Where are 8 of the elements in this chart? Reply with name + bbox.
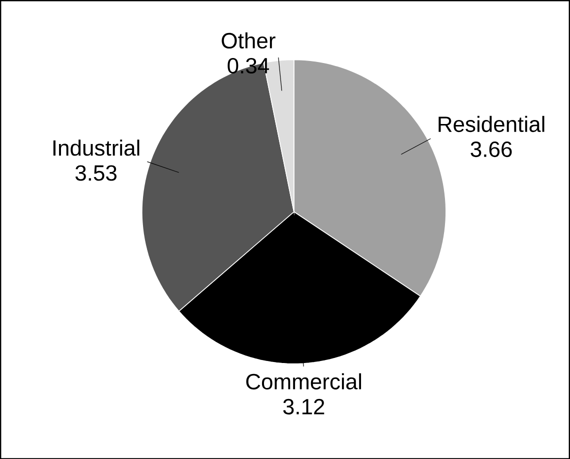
slice-label: Residential — [438, 116, 544, 132]
data-label: 3.12 — [283, 398, 324, 414]
data-label: 3.66 — [470, 141, 512, 157]
slice-label: Commercial — [246, 373, 362, 390]
slice-label: Industrial — [53, 139, 140, 156]
data-label: 3.53 — [75, 165, 116, 181]
data-label: 0.34 — [228, 58, 270, 74]
slice-label: Other — [222, 32, 276, 48]
